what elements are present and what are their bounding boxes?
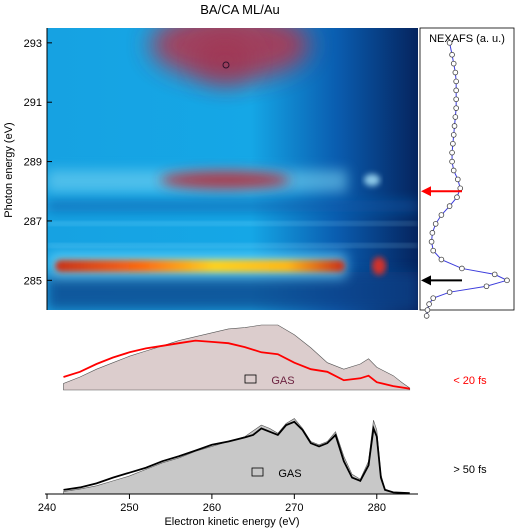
nexafs-point: [504, 277, 510, 284]
label-short-delay: < 20 fs: [453, 375, 487, 387]
nexafs-point: [430, 295, 437, 301]
nexafs-point: [453, 96, 459, 103]
nexafs-point: [457, 185, 464, 192]
nexafs-point: [452, 69, 459, 76]
band-288: [160, 171, 290, 189]
legend-swatch-gas-1: [244, 374, 257, 384]
arrows: [421, 186, 462, 286]
nexafs-title: NEXAFS (a. u.): [429, 33, 505, 45]
nexafs-point: [450, 140, 456, 147]
label-long-delay: > 50 fs: [453, 464, 487, 476]
photoemission-heatmap: [47, 28, 418, 310]
y-tick-label: 289: [24, 157, 42, 169]
nexafs-point: [453, 78, 459, 85]
nexafs-point: [483, 283, 490, 290]
x-axis-ticks: 240 250 260 270 280: [38, 494, 386, 514]
nexafs-point: [426, 301, 432, 307]
measured-line: [63, 339, 410, 390]
y-axis-ticks: 285 287 289 291 293: [24, 38, 52, 287]
nexafs-point: [432, 221, 439, 227]
nexafs-point: [450, 167, 457, 174]
band-285-spot: [372, 257, 386, 275]
nexafs-line: [426, 42, 509, 317]
x-tick-label: 260: [203, 502, 221, 514]
nexafs-point: [428, 238, 435, 245]
nexafs-point: [450, 132, 457, 138]
nexafs-point: [423, 313, 430, 319]
nexafs-point: [454, 194, 460, 201]
nexafs-point: [438, 212, 445, 218]
arrow-head: [421, 275, 431, 286]
nexafs-point: [449, 149, 455, 156]
y-tick-label: 291: [24, 97, 42, 109]
nexafs-point: [449, 51, 455, 58]
nexafs-point: [446, 203, 453, 209]
spectrum-long-delay: [63, 418, 410, 495]
x-tick-label: 280: [368, 502, 386, 514]
x-tick-label: 250: [120, 502, 138, 514]
nexafs-curve: [423, 40, 510, 319]
nexafs-point: [446, 289, 453, 295]
nexafs-panel: [419, 27, 515, 311]
nexafs-point: [450, 60, 457, 67]
x-axis-label: Electron kinetic energy (eV): [164, 516, 299, 528]
gas-area: [63, 324, 411, 391]
nexafs-point: [453, 105, 459, 111]
arrow-head: [421, 186, 431, 197]
nexafs-point: [452, 114, 459, 120]
chart-title: BA/CA ML/Au: [200, 2, 279, 17]
y-tick-label: 285: [24, 275, 42, 287]
y-axis-label: Photon energy (eV): [3, 122, 15, 217]
measured-line: [63, 420, 410, 495]
nexafs-point: [424, 307, 431, 313]
nexafs-point: [449, 158, 455, 165]
spectrum-short-delay: [63, 324, 411, 391]
nexafs-point: [451, 123, 458, 129]
nexafs-point: [438, 256, 445, 263]
nexafs-point: [491, 271, 498, 278]
nexafs-point: [459, 265, 465, 272]
y-tick-label: 293: [24, 38, 42, 50]
nexafs-point: [453, 87, 459, 94]
x-tick-label: 270: [285, 502, 303, 514]
band-285: [55, 260, 345, 272]
nexafs-point: [429, 230, 436, 236]
y-tick-label: 287: [24, 216, 42, 228]
nexafs-point: [430, 247, 437, 254]
gas-area: [63, 418, 410, 495]
nexafs-point: [446, 40, 453, 46]
nexafs-point: [454, 176, 461, 183]
legend-gas-1: GAS: [271, 375, 294, 387]
legend-swatch-gas-2: [251, 467, 264, 477]
legend-gas-2: GAS: [278, 468, 301, 480]
x-tick-label: 240: [38, 502, 56, 514]
